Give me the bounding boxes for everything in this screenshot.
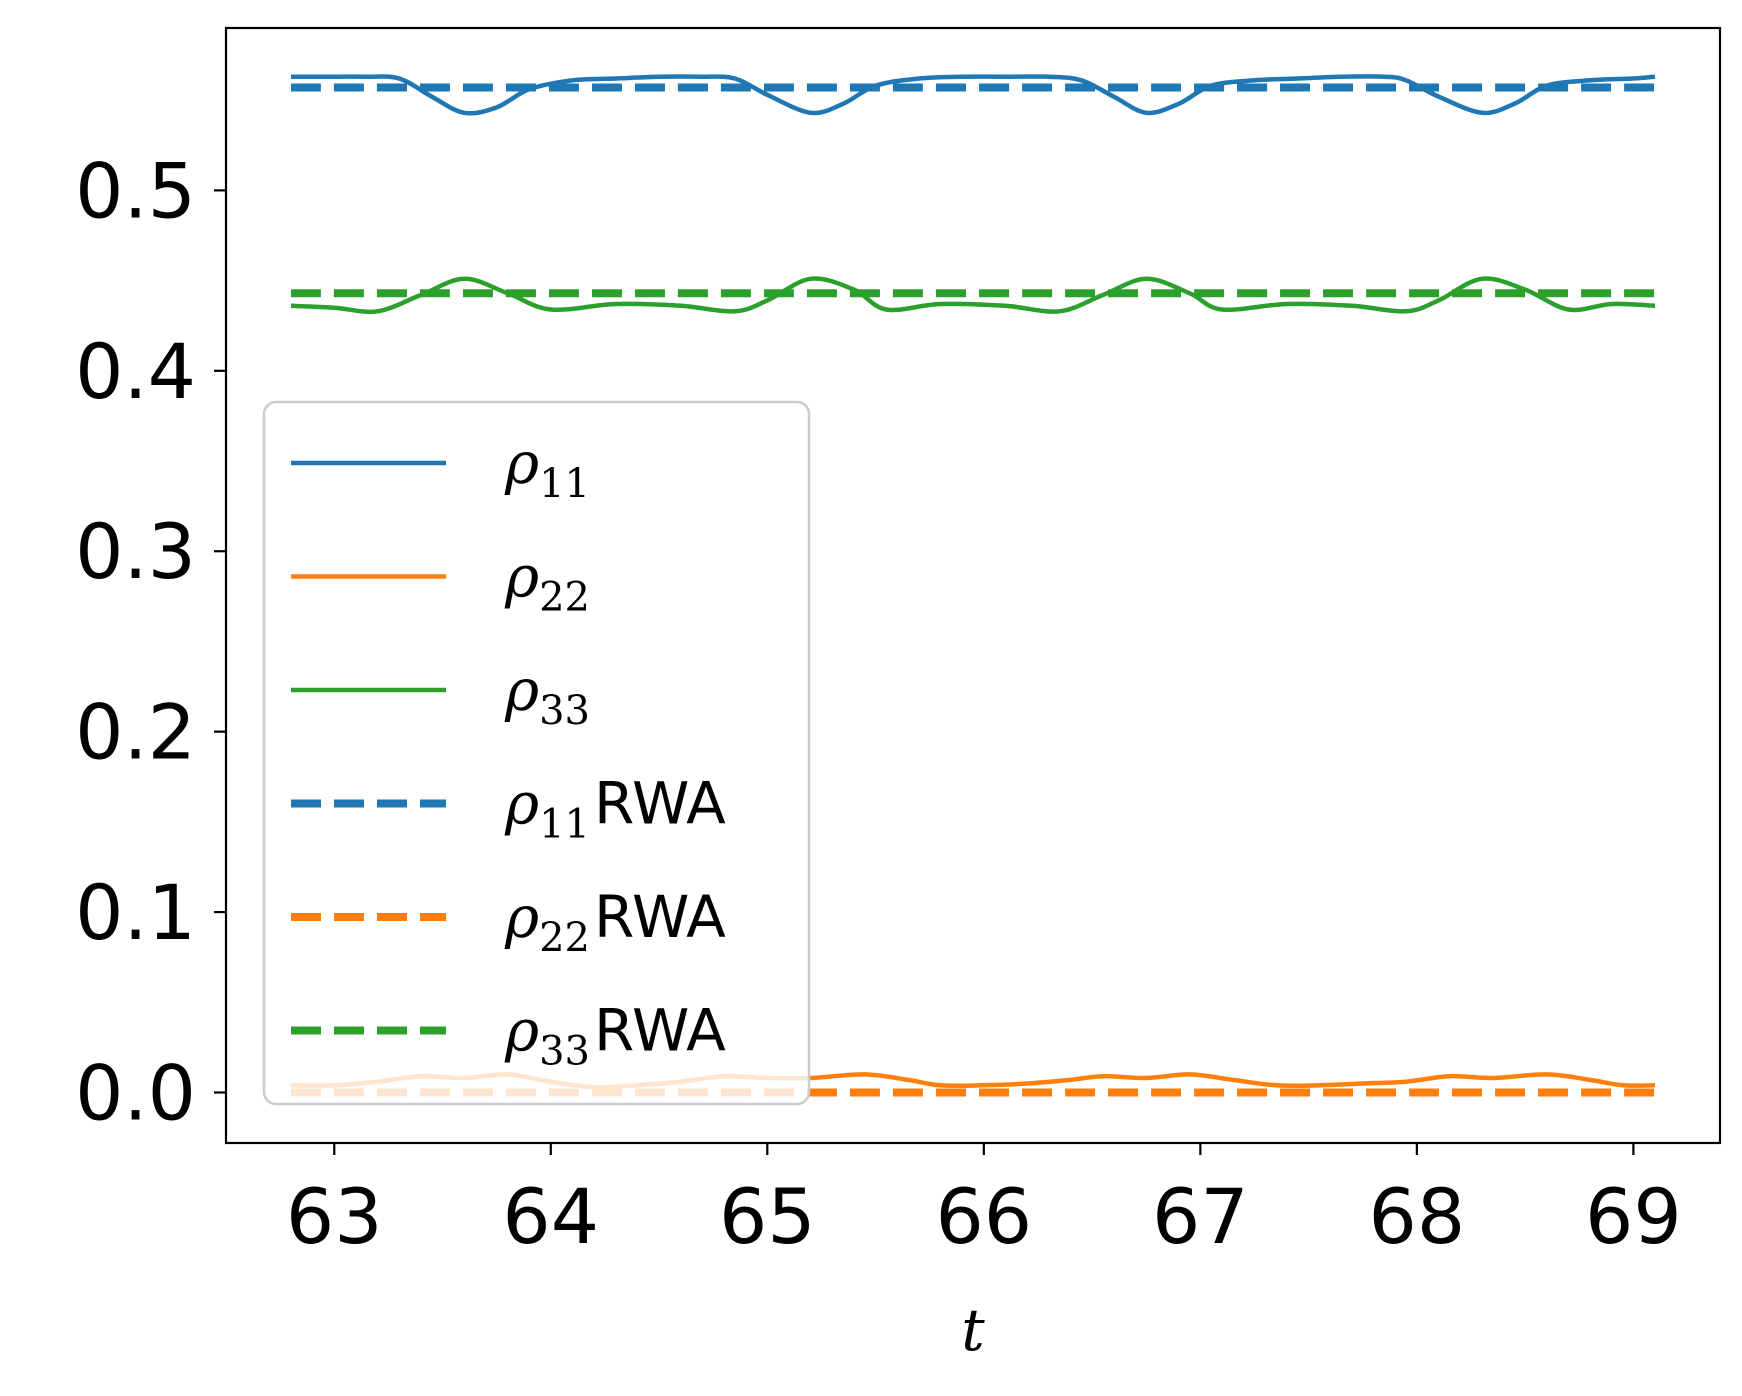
legend-label-22-rwa: ρ22RWA bbox=[504, 883, 726, 961]
plot-frame bbox=[224, 26, 1722, 1145]
y-tick-label: 0.4 bbox=[75, 327, 196, 416]
x-tick-label: 66 bbox=[935, 1172, 1032, 1261]
axes-layer: 63 64 65 66 67 68 69 0.0 0.1 0.2 0.3 0.4 0.5 bbox=[75, 26, 1722, 1261]
y-tick-label: 0.1 bbox=[75, 868, 196, 957]
legend-label-11: ρ11 bbox=[504, 429, 590, 507]
legend: ρ11 ρ22 ρ33 ρ11RWA ρ22RWA ρ33RWA bbox=[262, 400, 811, 1106]
x-tick-label: 69 bbox=[1585, 1172, 1682, 1261]
x-tick-label: 68 bbox=[1369, 1172, 1466, 1261]
series-line-33 bbox=[290, 276, 1656, 315]
legend-label-22: ρ22 bbox=[504, 543, 590, 621]
y-tick-label: 0.2 bbox=[75, 688, 196, 777]
x-tick-label: 67 bbox=[1152, 1172, 1249, 1261]
legend-label-11-rwa: ρ11RWA bbox=[504, 770, 726, 848]
legend-label-33: ρ33 bbox=[504, 656, 590, 734]
x-tick-label: 65 bbox=[719, 1172, 816, 1261]
x-tick-label: 64 bbox=[502, 1172, 599, 1261]
y-tick-label: 0.0 bbox=[75, 1048, 196, 1137]
x-tick-label: 63 bbox=[286, 1172, 383, 1261]
legend-label-33-rwa: ρ33RWA bbox=[504, 997, 726, 1075]
y-tick-label: 0.3 bbox=[75, 507, 196, 596]
y-tick-label: 0.5 bbox=[75, 146, 196, 235]
series-line-11 bbox=[291, 74, 1656, 116]
x-axis-label: t bbox=[961, 1296, 985, 1364]
